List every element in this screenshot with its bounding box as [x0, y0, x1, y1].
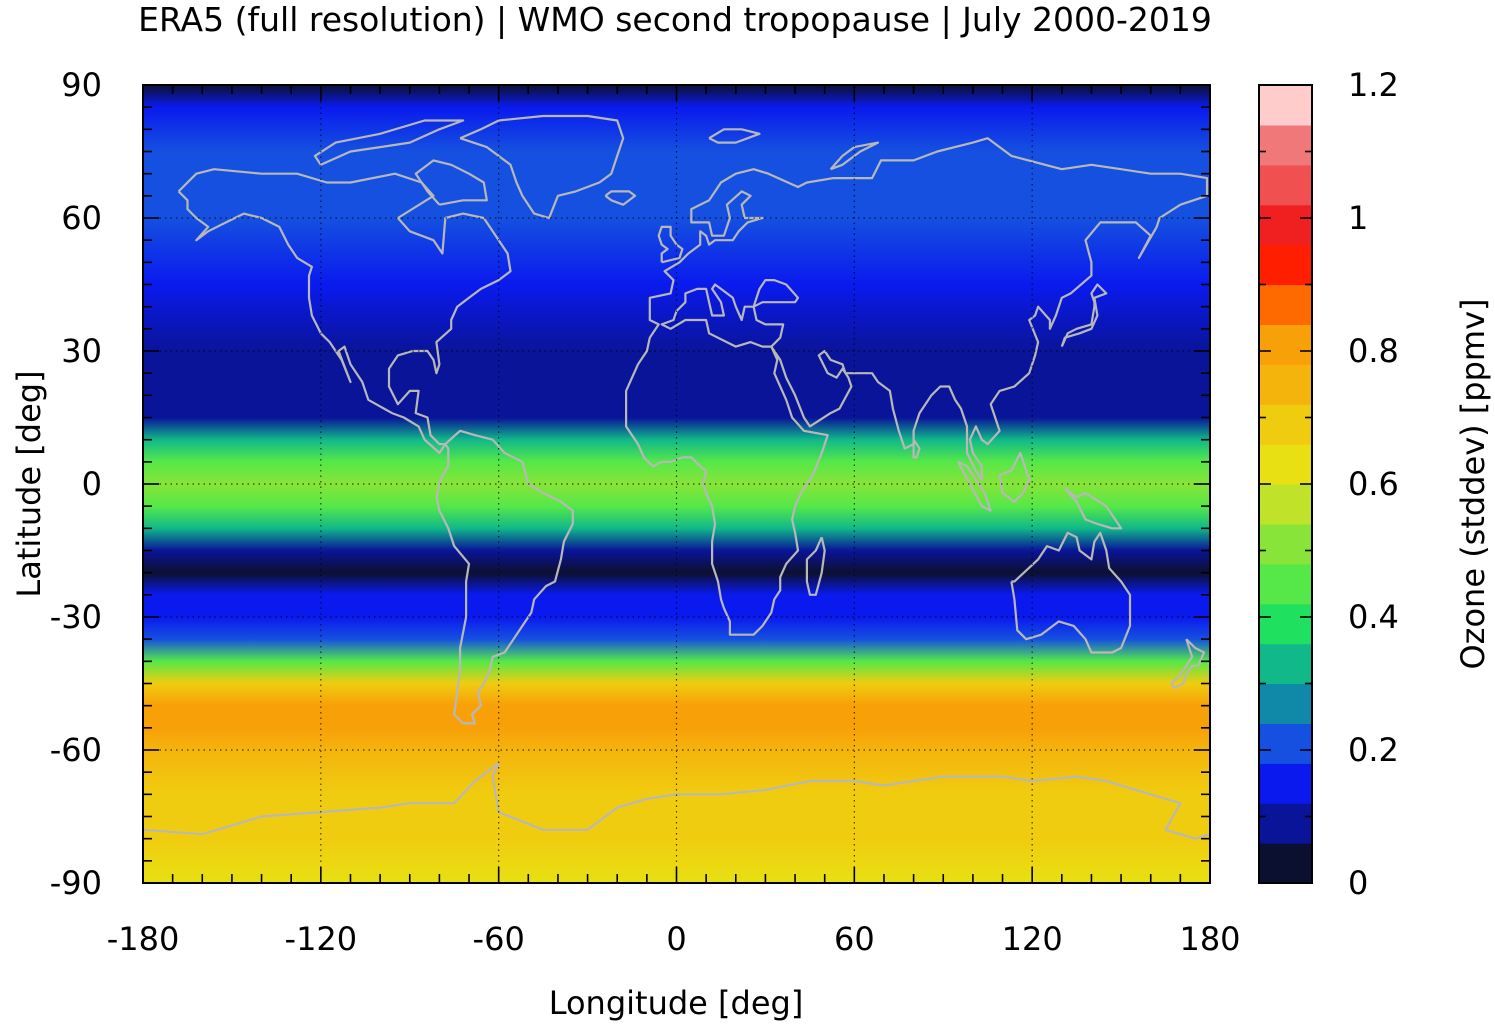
colorbar-level [1259, 803, 1312, 844]
x-tick-label: 180 [1179, 920, 1240, 958]
colorbar-level [1259, 683, 1312, 724]
colorbar-level [1259, 404, 1312, 445]
colorbar-level [1259, 563, 1312, 605]
grid-lines [143, 85, 1210, 883]
x-tick-label: -60 [473, 920, 525, 958]
colorbar-level [1259, 843, 1312, 884]
colorbar-level [1259, 643, 1312, 685]
coastline-madagascar [805, 536, 826, 596]
coastline-australia [1010, 531, 1132, 654]
colorbar-level [1259, 603, 1312, 645]
colorbar-tick-label: 0.4 [1348, 598, 1399, 636]
x-axis-title: Longitude [deg] [549, 984, 804, 1022]
colorbar-level [1259, 364, 1312, 405]
colorbar-level [1259, 523, 1312, 565]
colorbar-level [1259, 124, 1312, 166]
heatmap-area [143, 85, 1210, 883]
coastlines [143, 114, 1210, 840]
y-tick-labels: 90 60 30 0 -30 -60 -90 [50, 66, 102, 902]
coastline-svalbard [708, 128, 761, 144]
y-tick-label: -30 [50, 598, 102, 636]
coastline-borneo [998, 451, 1031, 503]
coastline-africa-eurasia [624, 137, 1209, 636]
colorbar-level [1259, 85, 1312, 126]
colorbar-tick-label: 1.2 [1348, 66, 1399, 104]
colorbar-level [1259, 324, 1312, 365]
coastline-japan [1060, 283, 1108, 348]
colorbar-level [1259, 204, 1312, 246]
colorbar-level [1259, 164, 1312, 206]
coastline-iceland [604, 190, 637, 206]
x-tick-label: 60 [834, 920, 875, 958]
colorbar-tick-label: 1 [1348, 199, 1368, 237]
y-tick-label: -90 [50, 864, 102, 902]
coastline-new-guinea [1063, 487, 1123, 530]
colorbar-level [1259, 484, 1312, 525]
x-tick-label: 120 [1002, 920, 1063, 958]
coastline-north-america [177, 168, 512, 455]
coastline-new-zealand [1170, 638, 1206, 690]
coastline-sumatra [957, 460, 992, 512]
y-tick-label: 30 [61, 332, 102, 370]
colorbar-tick-labels: 1.2 1 0.8 0.6 0.4 0.2 0 [1348, 66, 1399, 902]
coastline-canadian-arctic-isles [313, 119, 465, 166]
colorbar-level [1259, 763, 1312, 804]
y-tick-label: 60 [61, 199, 102, 237]
y-tick-label: 90 [61, 66, 102, 104]
colorbar-level [1259, 444, 1312, 485]
coastline-south-america [435, 429, 574, 725]
y-axis-title: Latitude [deg] [10, 370, 48, 597]
coastline-novaya-zemlya [829, 141, 880, 171]
colorbar [1259, 84, 1312, 884]
colorbar-level [1259, 723, 1312, 764]
coastline-greenland [459, 114, 625, 220]
colorbar-tick-label: 0.6 [1348, 465, 1399, 503]
coastline-baffin [414, 159, 488, 206]
x-tick-label: 0 [666, 920, 686, 958]
y-tick-label: -60 [50, 731, 102, 769]
colorbar-level [1259, 284, 1312, 325]
x-tick-labels: -180 -120 -60 0 60 120 180 [107, 920, 1241, 958]
y-tick-label: 0 [82, 465, 102, 503]
colorbar-tick-label: 0.8 [1348, 332, 1399, 370]
x-tick-label: -180 [107, 920, 180, 958]
coastline-antarctica [143, 762, 1210, 840]
x-tick-label: -120 [285, 920, 358, 958]
colorbar-title: Ozone (stddev) [ppmv] [1454, 298, 1492, 669]
coastline-uk [657, 225, 684, 264]
chart-title: ERA5 (full resolution) | WMO second trop… [138, 0, 1212, 39]
colorbar-level [1259, 244, 1312, 286]
colorbar-tick-label: 0.2 [1348, 731, 1399, 769]
colorbar-tick-label: 0 [1348, 864, 1368, 902]
axis-ticks [142, 84, 1211, 884]
coastline-sri-lanka [912, 439, 921, 459]
colorbar-frame [1258, 84, 1313, 884]
